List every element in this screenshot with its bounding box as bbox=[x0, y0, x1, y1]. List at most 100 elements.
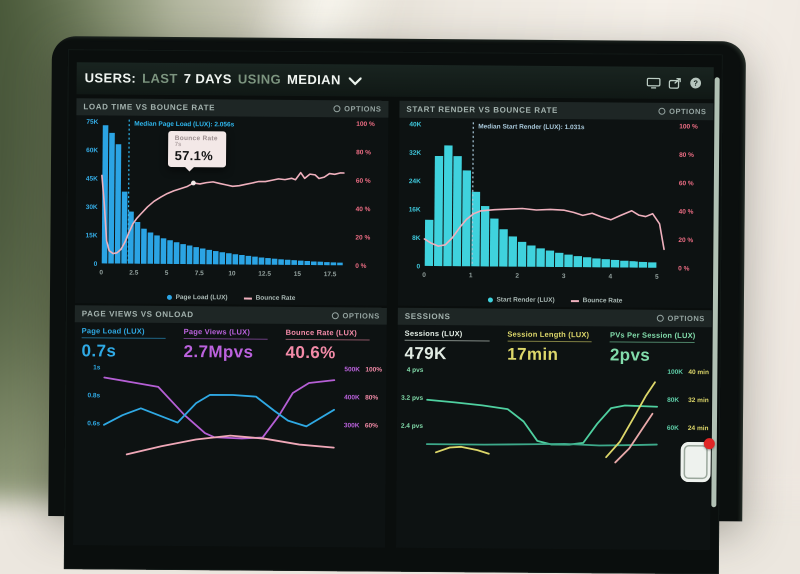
svg-text:30K: 30K bbox=[86, 204, 98, 211]
share-icon[interactable] bbox=[669, 77, 682, 88]
metric-bounce-rate: Bounce Rate (LUX) 40.6% bbox=[285, 328, 379, 362]
legend-line-icon bbox=[571, 300, 579, 302]
svg-text:100K: 100K bbox=[667, 369, 683, 376]
panel-title: START RENDER VS BOUNCE RATE bbox=[406, 105, 558, 115]
legend-dot-icon bbox=[487, 297, 492, 302]
metric-page-views: Page Views (LUX) 2.7Mpvs bbox=[183, 327, 277, 361]
metric-sessions: Sessions (LUX) 479K bbox=[404, 329, 499, 363]
display-icon[interactable] bbox=[647, 77, 661, 88]
options-button[interactable]: OPTIONS bbox=[657, 314, 705, 323]
svg-text:20 %: 20 % bbox=[355, 234, 370, 241]
gear-icon bbox=[657, 315, 664, 322]
options-button[interactable]: OPTIONS bbox=[332, 311, 380, 320]
svg-text:1: 1 bbox=[469, 272, 473, 279]
svg-text:2.4 pvs: 2.4 pvs bbox=[401, 423, 423, 430]
panel-title: LOAD TIME VS BOUNCE RATE bbox=[83, 102, 215, 112]
legend-item-bounce-rate: Bounce Rate bbox=[244, 295, 296, 302]
chart-legend: Page Load (LUX) Bounce Rate bbox=[75, 293, 387, 302]
help-icon[interactable]: ? bbox=[690, 77, 702, 89]
svg-text:400K: 400K bbox=[344, 394, 360, 401]
svg-text:100 %: 100 % bbox=[356, 121, 375, 128]
svg-text:0: 0 bbox=[94, 261, 98, 268]
gear-icon bbox=[333, 105, 340, 112]
svg-text:0.8s: 0.8s bbox=[87, 392, 100, 399]
laptop-bezel: USERS: LAST 7 DAYS USING MEDIAN bbox=[48, 36, 746, 521]
svg-text:24 min: 24 min bbox=[688, 425, 709, 432]
svg-text:40 min: 40 min bbox=[688, 369, 709, 376]
svg-text:100%: 100% bbox=[365, 366, 382, 373]
svg-text:80 %: 80 % bbox=[356, 149, 371, 156]
svg-text:60%: 60% bbox=[365, 422, 378, 429]
chart-tooltip: Bounce Rate 7s 57.1% bbox=[168, 131, 226, 167]
svg-text:3: 3 bbox=[562, 273, 566, 280]
svg-text:32K: 32K bbox=[409, 150, 421, 157]
title-median: MEDIAN bbox=[287, 72, 341, 87]
chart-legend: Start Render (LUX) Bounce Rate bbox=[398, 296, 712, 305]
metric-underline bbox=[184, 338, 268, 340]
chevron-down-icon bbox=[349, 72, 362, 90]
app-overlay-icon[interactable] bbox=[681, 442, 711, 482]
svg-text:10: 10 bbox=[228, 270, 236, 277]
date-range-selector[interactable]: USERS: LAST 7 DAYS USING MEDIAN bbox=[85, 69, 362, 89]
title-last: LAST bbox=[142, 71, 178, 86]
svg-text:0: 0 bbox=[99, 269, 103, 276]
panel-title: PAGE VIEWS VS ONLOAD bbox=[82, 309, 194, 319]
svg-text:?: ? bbox=[693, 79, 698, 88]
metric-underline bbox=[286, 339, 370, 341]
svg-text:80%: 80% bbox=[365, 394, 378, 401]
notification-badge bbox=[704, 438, 715, 449]
svg-text:5: 5 bbox=[165, 270, 169, 277]
svg-text:0 %: 0 % bbox=[355, 263, 366, 270]
laptop-screen: USERS: LAST 7 DAYS USING MEDIAN bbox=[64, 49, 723, 574]
svg-text:4: 4 bbox=[608, 273, 612, 280]
legend-dot-icon bbox=[167, 295, 172, 300]
panel-page-views-vs-onload: PAGE VIEWS VS ONLOAD OPTIONS Page Load (… bbox=[73, 305, 387, 547]
options-button[interactable]: OPTIONS bbox=[658, 107, 706, 116]
svg-text:20 %: 20 % bbox=[678, 237, 693, 244]
svg-text:500K: 500K bbox=[344, 366, 360, 373]
svg-text:80K: 80K bbox=[667, 397, 679, 404]
svg-text:1s: 1s bbox=[93, 364, 101, 371]
options-button[interactable]: OPTIONS bbox=[333, 104, 381, 113]
metric-pvs-per-session: PVs Per Session (LUX) 2pvs bbox=[610, 330, 705, 364]
metric-underline bbox=[610, 341, 695, 343]
svg-text:60 %: 60 % bbox=[356, 178, 371, 185]
svg-text:15: 15 bbox=[294, 271, 302, 278]
legend-line-icon bbox=[244, 297, 252, 299]
metric-underline bbox=[405, 340, 490, 342]
svg-text:75K: 75K bbox=[86, 119, 98, 126]
metric-session-length: Session Length (LUX) 17min bbox=[507, 330, 602, 364]
svg-text:8K: 8K bbox=[412, 235, 421, 242]
svg-text:40 %: 40 % bbox=[679, 209, 694, 216]
title-using: USING bbox=[238, 71, 281, 86]
svg-text:7.5: 7.5 bbox=[195, 270, 204, 277]
dashboard-header: USERS: LAST 7 DAYS USING MEDIAN bbox=[77, 62, 714, 99]
svg-text:32 min: 32 min bbox=[688, 397, 709, 404]
svg-text:300K: 300K bbox=[344, 422, 360, 429]
svg-text:80 %: 80 % bbox=[679, 152, 694, 159]
svg-text:Median Start Render (LUX): 1.0: Median Start Render (LUX): 1.031s bbox=[478, 123, 585, 131]
svg-text:0: 0 bbox=[417, 263, 421, 270]
svg-text:5: 5 bbox=[655, 274, 659, 281]
gear-icon bbox=[658, 108, 665, 115]
legend-item-bounce-rate: Bounce Rate bbox=[571, 297, 623, 304]
svg-text:60 %: 60 % bbox=[679, 180, 694, 187]
metric-page-load: Page Load (LUX) 0.7s bbox=[81, 326, 175, 360]
svg-text:0.6s: 0.6s bbox=[87, 420, 100, 427]
svg-text:2: 2 bbox=[515, 273, 519, 280]
svg-text:45K: 45K bbox=[86, 176, 98, 183]
svg-text:60K: 60K bbox=[86, 147, 98, 154]
svg-text:Median Page Load (LUX): 2.056s: Median Page Load (LUX): 2.056s bbox=[134, 121, 234, 129]
svg-text:17.5: 17.5 bbox=[324, 271, 337, 278]
title-users: USERS: bbox=[85, 70, 137, 85]
panel-sessions: SESSIONS OPTIONS Sessions (LUX) 479K Ses… bbox=[396, 308, 712, 550]
legend-item-start-render: Start Render (LUX) bbox=[487, 296, 554, 304]
svg-text:15K: 15K bbox=[85, 232, 97, 239]
svg-text:60K: 60K bbox=[667, 425, 679, 432]
dashboard: USERS: LAST 7 DAYS USING MEDIAN bbox=[73, 62, 714, 537]
panel-title: SESSIONS bbox=[405, 312, 451, 321]
